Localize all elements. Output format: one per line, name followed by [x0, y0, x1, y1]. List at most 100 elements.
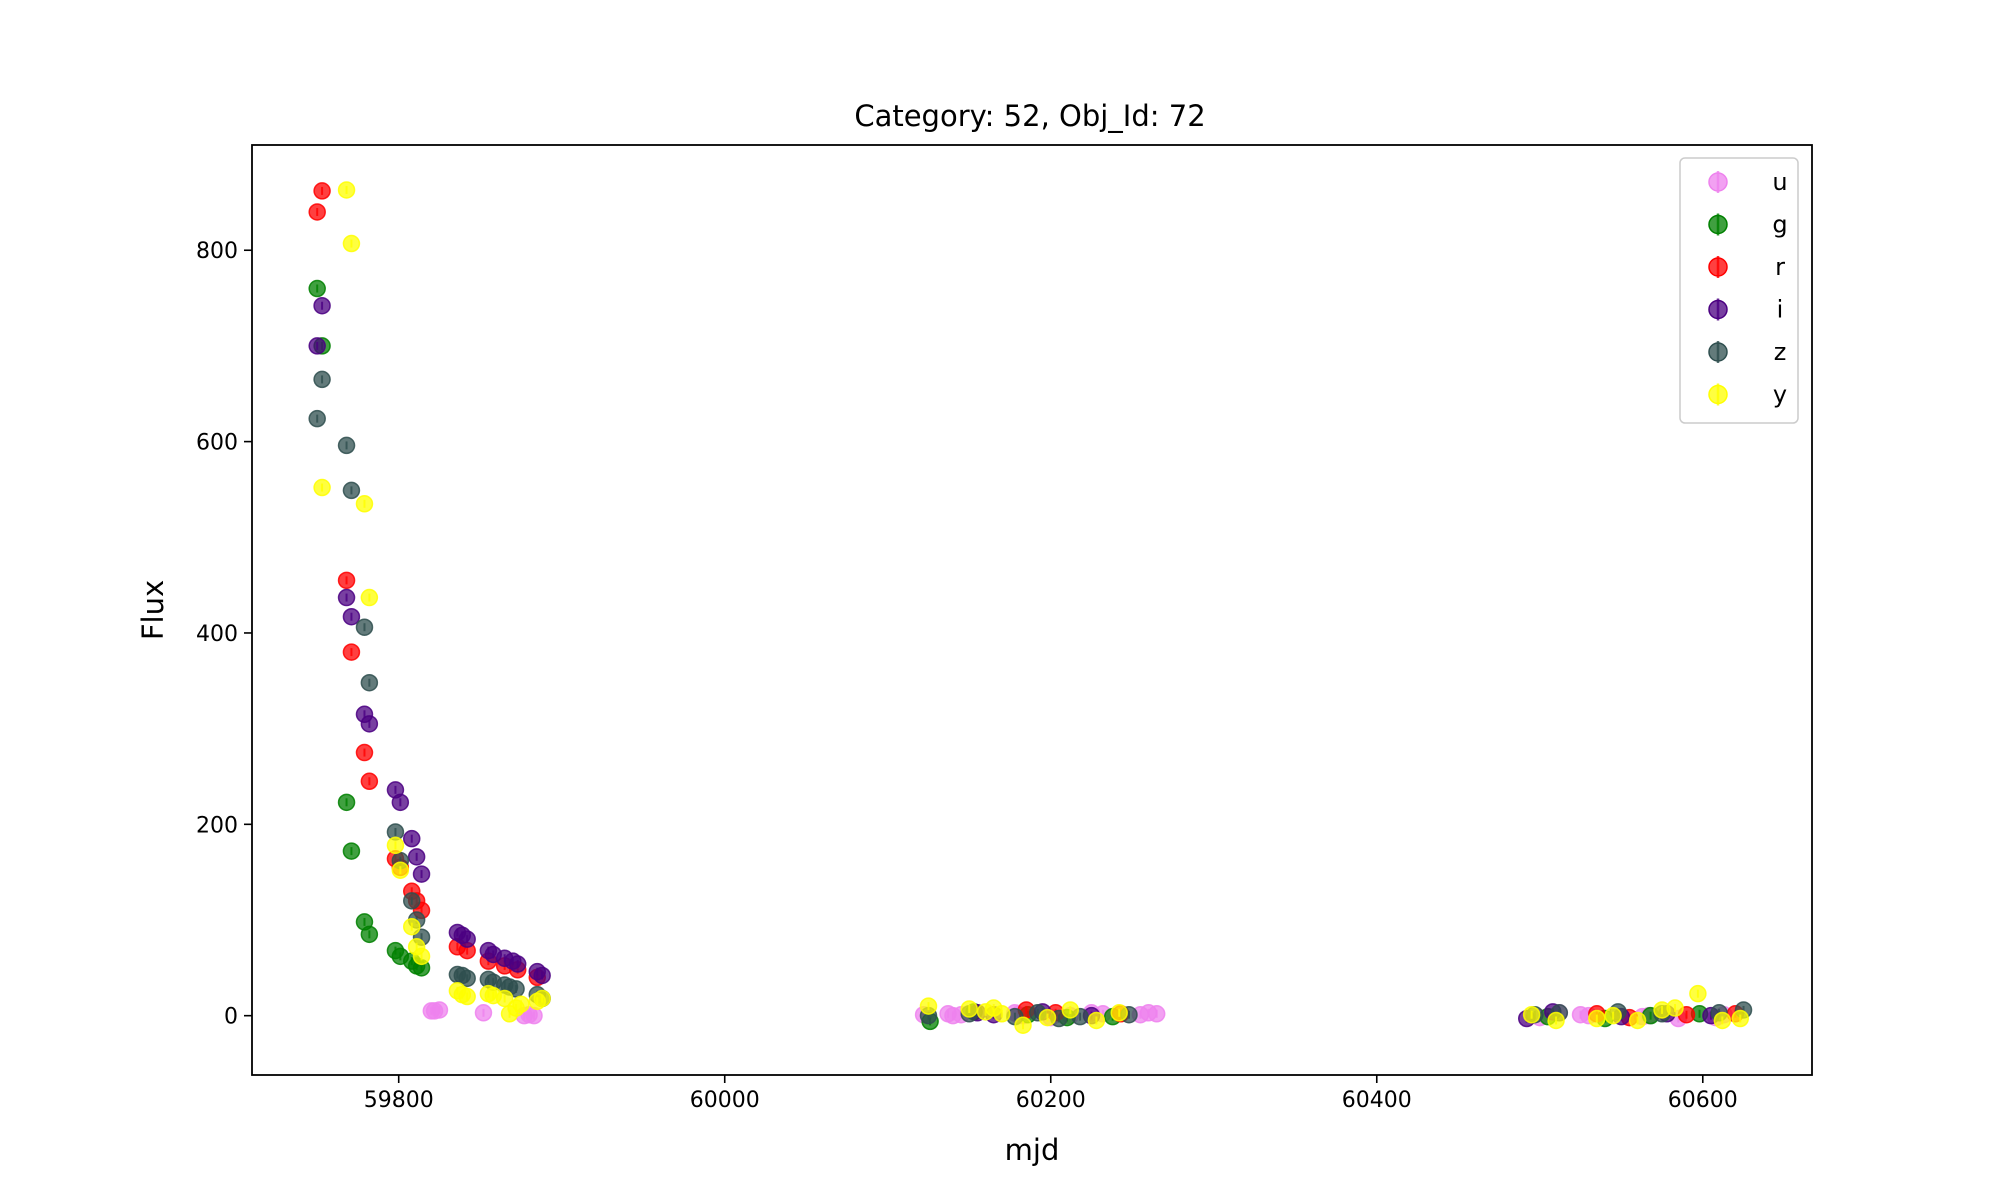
series-y [313, 181, 1750, 1034]
x-tick-label: 59800 [364, 1088, 434, 1113]
series-i [308, 296, 1720, 1028]
data-point-z [458, 969, 476, 988]
legend-marker [1708, 342, 1728, 362]
x-axis-label: mjd [1005, 1133, 1060, 1167]
data-point-r [342, 643, 361, 661]
data-point-y [1038, 1008, 1057, 1027]
y-tick-label: 0 [224, 1005, 238, 1030]
data-point-i [458, 930, 476, 948]
y-tick-label: 800 [196, 239, 238, 264]
data-point-y [412, 947, 431, 966]
data-point-g [308, 279, 326, 298]
data-point-y [1588, 1009, 1606, 1028]
series-g [308, 279, 1709, 1031]
data-point-y [342, 234, 361, 253]
data-point-y [1061, 1001, 1080, 1019]
x-tick-label: 60200 [1016, 1088, 1086, 1113]
legend-label: i [1777, 296, 1784, 324]
legend-item-r: r [1708, 253, 1785, 281]
data-point-i [308, 337, 326, 355]
data-point-r [313, 182, 331, 200]
data-point-i [407, 848, 426, 866]
series-z [308, 370, 1753, 1028]
data-point-y [533, 989, 551, 1008]
data-point-z [360, 673, 379, 692]
data-point-y [1628, 1011, 1647, 1030]
data-point-g [342, 842, 361, 860]
chart-title: Category: 52, Obj_Id: 72 [854, 99, 1205, 133]
data-point-z [355, 618, 374, 636]
data-point-i [342, 607, 361, 626]
data-point-i [391, 793, 410, 812]
data-point-r [308, 203, 326, 221]
y-tick-label: 400 [196, 622, 238, 647]
data-point-y [1666, 999, 1684, 1017]
data-point-z [313, 370, 331, 389]
legend-marker [1708, 257, 1728, 277]
data-point-y [1713, 1011, 1732, 1030]
data-point-y [993, 1005, 1011, 1023]
data-point-z [342, 481, 361, 500]
legend-label: y [1773, 381, 1787, 409]
legend-label: u [1772, 168, 1787, 196]
data-point-i [533, 966, 551, 985]
data-point-z [507, 980, 525, 998]
legend-item-i: i [1708, 296, 1784, 324]
data-point-u [525, 1006, 543, 1025]
data-point-r [360, 772, 379, 791]
data-point-r [337, 571, 356, 590]
plot-area [308, 181, 1753, 1034]
data-point-y [512, 995, 530, 1013]
data-point-i [360, 715, 379, 733]
data-point-y [1522, 1005, 1541, 1024]
data-point-u [474, 1004, 493, 1022]
x-tick-label: 60400 [1342, 1088, 1412, 1113]
plot-frame [251, 144, 1813, 1076]
data-point-y [355, 495, 374, 513]
data-point-y [360, 588, 379, 607]
legend-marker [1708, 214, 1728, 235]
data-point-i [337, 588, 356, 607]
data-point-z [402, 892, 421, 910]
legend-item-u: u [1708, 168, 1788, 196]
data-point-i [412, 865, 431, 883]
y-axis: 0 200 400 600 800 [196, 239, 252, 1030]
data-point-i [313, 296, 331, 315]
data-point-g [337, 793, 356, 812]
x-tick-label: 60000 [690, 1088, 760, 1113]
data-point-y [1110, 1004, 1128, 1022]
legend-label: z [1774, 338, 1787, 366]
data-point-y [391, 861, 410, 879]
data-point-i [402, 829, 421, 848]
legend-marker [1708, 172, 1728, 192]
data-point-y [386, 836, 405, 855]
data-point-u [1147, 1005, 1166, 1023]
data-point-u [430, 1001, 449, 1019]
data-point-y [960, 1000, 978, 1018]
data-point-y [1547, 1011, 1565, 1030]
legend-label: r [1775, 253, 1785, 281]
data-point-z [337, 436, 356, 455]
data-point-y [313, 478, 331, 497]
data-point-y [1087, 1011, 1106, 1030]
data-point-y [402, 917, 421, 936]
data-point-i [508, 955, 527, 973]
data-point-r [355, 743, 374, 762]
y-axis-label: Flux [136, 580, 170, 640]
legend-item-z: z [1708, 338, 1787, 366]
data-point-y [1731, 1009, 1750, 1028]
data-point-y [1014, 1016, 1032, 1034]
data-point-y [919, 997, 938, 1015]
legend-item-y: y [1708, 381, 1787, 409]
data-point-y [1689, 984, 1707, 1003]
data-point-y [1604, 1006, 1622, 1025]
legend-item-g: g [1708, 211, 1788, 239]
data-point-y [495, 989, 514, 1008]
y-tick-label: 200 [196, 813, 238, 838]
data-point-y [337, 181, 356, 199]
legend-label: g [1772, 211, 1787, 239]
y-tick-label: 600 [196, 431, 238, 456]
x-axis: 59800 60000 60200 60400 60600 [364, 1075, 1738, 1113]
